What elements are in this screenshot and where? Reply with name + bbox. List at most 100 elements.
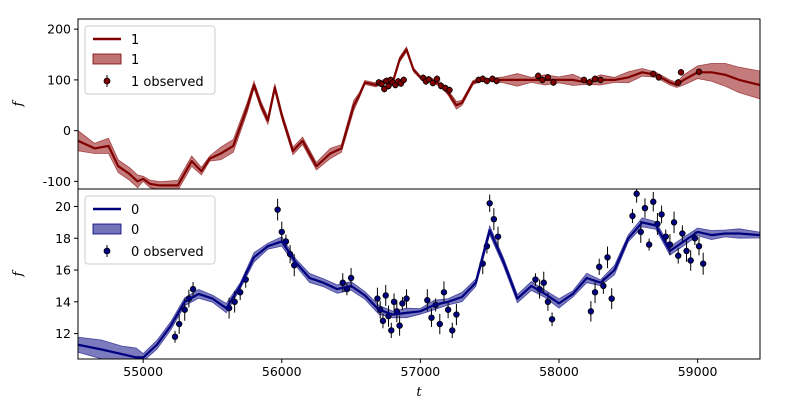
observed-point bbox=[278, 228, 285, 236]
observed-point bbox=[695, 68, 703, 75]
observed-point bbox=[400, 76, 407, 84]
observed-point bbox=[670, 219, 678, 226]
observed-point bbox=[171, 333, 179, 340]
observed-point bbox=[274, 206, 281, 213]
observed-point bbox=[385, 82, 392, 90]
observed-point bbox=[494, 233, 502, 240]
observed-point bbox=[181, 306, 188, 313]
observed-point bbox=[189, 285, 197, 293]
legend-bottom-band-swatch bbox=[92, 223, 122, 235]
observed-point bbox=[691, 235, 699, 242]
x-tick-label: 55000 bbox=[123, 364, 163, 379]
observed-point bbox=[540, 279, 547, 286]
observed-point bbox=[425, 76, 432, 83]
legend-top-label-observed: 1 observed bbox=[131, 75, 204, 90]
y-tick-label: 12 bbox=[55, 326, 71, 341]
observed-point bbox=[444, 306, 452, 313]
mean-line-top bbox=[78, 48, 760, 187]
observed-point bbox=[637, 228, 644, 236]
observed-point bbox=[378, 80, 385, 88]
observed-point bbox=[379, 317, 387, 325]
y-tick-label: 18 bbox=[55, 231, 71, 246]
plot-bottom-frame bbox=[77, 188, 761, 360]
observed-point bbox=[604, 254, 611, 261]
legend-bottom-label-mean: 0 bbox=[131, 203, 139, 218]
observed-point bbox=[544, 298, 552, 306]
observed-point bbox=[483, 77, 491, 85]
y-tick-label: 100 bbox=[47, 72, 71, 87]
observed-point bbox=[633, 190, 640, 197]
observed-point bbox=[550, 79, 557, 86]
observed-point bbox=[428, 314, 435, 321]
legend-top-label-band: 1 bbox=[131, 53, 139, 68]
observed-point bbox=[429, 79, 437, 87]
observed-point bbox=[596, 263, 603, 271]
observed-point bbox=[695, 242, 703, 250]
legend-bottom: 0 0 0 observed bbox=[84, 195, 216, 265]
x-axis-label: t bbox=[416, 385, 422, 400]
observed-point bbox=[587, 308, 595, 315]
observed-point bbox=[449, 327, 456, 334]
legend-bottom-label-band: 0 bbox=[131, 223, 139, 238]
x-tick-label: 56000 bbox=[262, 364, 302, 379]
y-ticks-top: -100 0 100 200 bbox=[43, 22, 699, 193]
legend-top-band-swatch bbox=[92, 53, 122, 65]
observed-point bbox=[608, 295, 615, 302]
observed-point bbox=[535, 72, 542, 80]
observed-point bbox=[381, 85, 388, 93]
observed-point bbox=[683, 247, 690, 255]
y-axis-label-bottom: f bbox=[11, 269, 26, 277]
mean-line-layer-top bbox=[78, 48, 760, 187]
observed-point bbox=[645, 241, 653, 248]
observed-point bbox=[403, 295, 410, 302]
observed-point bbox=[490, 215, 498, 223]
legend-top-label-mean: 1 bbox=[131, 33, 139, 48]
x-tick-label: 57000 bbox=[401, 364, 441, 379]
mean-line-layer-bottom bbox=[78, 221, 760, 359]
observed-point bbox=[629, 212, 636, 220]
y-tick-label: 16 bbox=[55, 263, 71, 278]
observed-point bbox=[382, 292, 389, 299]
y-axis-label-top: f bbox=[11, 99, 26, 107]
observed-point bbox=[374, 295, 381, 302]
observed-point bbox=[591, 75, 599, 83]
observed-point bbox=[231, 298, 238, 306]
observed-point bbox=[453, 311, 460, 318]
observed-point bbox=[675, 252, 682, 259]
observed-point bbox=[687, 257, 694, 264]
observed-point bbox=[424, 297, 431, 304]
y-tick-label: 20 bbox=[55, 199, 71, 214]
observed-point bbox=[446, 86, 453, 94]
observed-point bbox=[641, 204, 649, 212]
y-tick-label: 0 bbox=[63, 123, 71, 138]
observed-points-layer-top bbox=[375, 68, 703, 94]
observed-point bbox=[650, 70, 657, 78]
legend-top-box bbox=[84, 25, 216, 95]
observed-point bbox=[675, 79, 682, 86]
y-tick-label: 200 bbox=[47, 22, 71, 37]
observed-point bbox=[580, 76, 588, 84]
observed-point bbox=[486, 200, 493, 207]
legend-top-point-swatch bbox=[103, 75, 111, 87]
legend-bottom-box bbox=[84, 195, 216, 265]
observed-point bbox=[433, 75, 441, 83]
observed-point bbox=[175, 320, 183, 328]
observed-point bbox=[539, 76, 546, 84]
band-layer-bottom bbox=[78, 217, 760, 359]
observed-point bbox=[699, 260, 707, 267]
band-bottom bbox=[78, 217, 760, 359]
observed-point bbox=[597, 76, 604, 84]
observed-point bbox=[399, 300, 406, 307]
observed-point bbox=[440, 289, 448, 296]
x-tick-label: 58000 bbox=[539, 364, 579, 379]
observed-point bbox=[658, 211, 665, 218]
observed-point bbox=[493, 77, 500, 85]
x-ticks-bottom: 55000 56000 57000 58000 59000 bbox=[123, 359, 718, 379]
observed-point bbox=[655, 74, 663, 81]
observed-point bbox=[339, 279, 346, 286]
observed-point bbox=[347, 274, 355, 282]
legend-bottom-point-swatch bbox=[103, 245, 111, 257]
observed-point bbox=[532, 276, 539, 283]
y-tick-label: 14 bbox=[55, 294, 71, 309]
